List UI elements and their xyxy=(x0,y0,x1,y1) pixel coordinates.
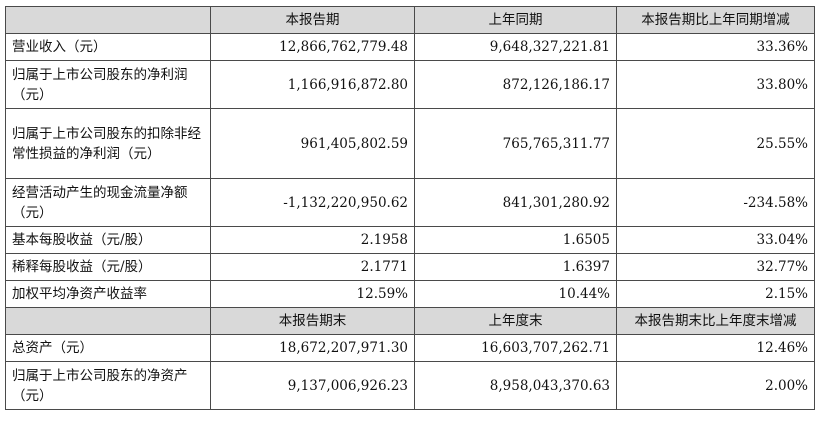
table-subheader-row: 本报告期末 上年度末 本报告期末比上年度末增减 xyxy=(5,307,815,335)
prior-value: 10.44% xyxy=(414,280,617,308)
table-row: 归属于上市公司股东的扣除非经常性损益的净利润（元） 961,405,802.59… xyxy=(5,108,815,179)
prior-value: 8,958,043,370.63 xyxy=(414,361,617,410)
prior-value: 16,603,707,262.71 xyxy=(414,334,617,362)
header-current-period: 本报告期 xyxy=(210,6,415,34)
row-label: 归属于上市公司股东的净利润（元） xyxy=(5,60,211,109)
row-label: 归属于上市公司股东的扣除非经常性损益的净利润（元） xyxy=(5,108,211,179)
row-label: 稀释每股收益（元/股） xyxy=(5,253,211,281)
header-period-change: 本报告期比上年同期增减 xyxy=(616,6,815,34)
subheader-cell-blank xyxy=(5,307,211,335)
current-value: 2.1771 xyxy=(210,253,415,281)
current-value: -1,132,220,950.62 xyxy=(210,178,415,227)
row-label: 经营活动产生的现金流量净额（元） xyxy=(5,178,211,227)
current-value: 9,137,006,926.23 xyxy=(210,361,415,410)
change-value: 33.04% xyxy=(616,226,815,254)
row-label: 营业收入（元） xyxy=(5,33,211,61)
current-value: 2.1958 xyxy=(210,226,415,254)
current-value: 1,166,916,872.80 xyxy=(210,60,415,109)
change-value: 25.55% xyxy=(616,108,815,179)
header-period-end: 本报告期末 xyxy=(210,307,415,335)
current-value: 12.59% xyxy=(210,280,415,308)
change-value: 2.00% xyxy=(616,361,815,410)
prior-value: 841,301,280.92 xyxy=(414,178,617,227)
table-row: 经营活动产生的现金流量净额（元） -1,132,220,950.62 841,3… xyxy=(5,178,815,227)
prior-value: 1.6505 xyxy=(414,226,617,254)
financial-table: 本报告期 上年同期 本报告期比上年同期增减 营业收入（元） 12,866,762… xyxy=(5,6,815,410)
table-row: 稀释每股收益（元/股） 2.1771 1.6397 32.77% xyxy=(5,253,815,281)
change-value: 33.80% xyxy=(616,60,815,109)
table-row: 加权平均净资产收益率 12.59% 10.44% 2.15% xyxy=(5,280,815,308)
row-label: 归属于上市公司股东的净资产（元） xyxy=(5,361,211,410)
change-value: 33.36% xyxy=(616,33,815,61)
table-row: 基本每股收益（元/股） 2.1958 1.6505 33.04% xyxy=(5,226,815,254)
row-label: 总资产（元） xyxy=(5,334,211,362)
prior-value: 1.6397 xyxy=(414,253,617,281)
table-header-row: 本报告期 上年同期 本报告期比上年同期增减 xyxy=(5,6,815,34)
header-year-end-change: 本报告期末比上年度末增减 xyxy=(616,307,815,335)
current-value: 18,672,207,971.30 xyxy=(210,334,415,362)
prior-value: 872,126,186.17 xyxy=(414,60,617,109)
financial-summary: 本报告期 上年同期 本报告期比上年同期增减 营业收入（元） 12,866,762… xyxy=(5,6,815,410)
current-value: 12,866,762,779.48 xyxy=(210,33,415,61)
table-row: 归属于上市公司股东的净利润（元） 1,166,916,872.80 872,12… xyxy=(5,60,815,109)
row-label: 基本每股收益（元/股） xyxy=(5,226,211,254)
prior-value: 9,648,327,221.81 xyxy=(414,33,617,61)
prior-value: 765,765,311.77 xyxy=(414,108,617,179)
current-value: 961,405,802.59 xyxy=(210,108,415,179)
table-row: 总资产（元） 18,672,207,971.30 16,603,707,262.… xyxy=(5,334,815,362)
table-row: 归属于上市公司股东的净资产（元） 9,137,006,926.23 8,958,… xyxy=(5,361,815,410)
header-prior-period: 上年同期 xyxy=(414,6,617,34)
change-value: 12.46% xyxy=(616,334,815,362)
change-value: 32.77% xyxy=(616,253,815,281)
change-value: -234.58% xyxy=(616,178,815,227)
row-label: 加权平均净资产收益率 xyxy=(5,280,211,308)
change-value: 2.15% xyxy=(616,280,815,308)
header-cell-blank xyxy=(5,6,211,34)
header-prior-year-end: 上年度末 xyxy=(414,307,617,335)
table-row: 营业收入（元） 12,866,762,779.48 9,648,327,221.… xyxy=(5,33,815,61)
